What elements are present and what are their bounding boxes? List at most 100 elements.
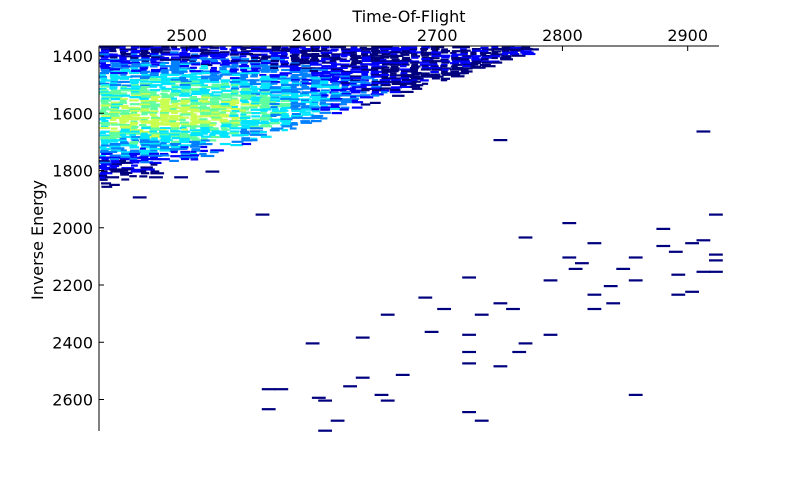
heatmap-cell [190,150,197,154]
heatmap-cell [351,70,365,74]
heatmap-cell [241,124,255,127]
heatmap-cell [219,88,226,91]
heatmap-cell [249,87,261,90]
heatmap-cell [231,65,242,68]
heatmap-cell [281,122,296,125]
heatmap-cell [139,156,149,159]
heatmap-cell [140,54,153,57]
heatmap-cell [190,101,204,104]
heatmap-cell [380,58,387,62]
heatmap-cell [100,104,111,107]
heatmap-cell [160,127,172,130]
heatmap-cell [179,139,191,142]
heatmap-cell [301,78,314,81]
heatmap-cell [130,170,141,173]
heatmap-cell [120,51,127,54]
heatmap-cell [371,67,385,70]
heatmap-cell [130,144,138,147]
heatmap-cell [259,94,268,97]
heatmap-cell [129,157,138,160]
heatmap-cell [141,121,153,124]
heatmap-cell [190,98,201,101]
heatmap-cell [151,63,164,67]
heatmap-cell [191,108,199,111]
heatmap-cell [301,117,315,120]
heatmap-cell [231,106,238,109]
heatmap-cell [141,157,154,161]
heatmap-cell [442,73,452,76]
sparse-cell [616,267,631,270]
heatmap-cell [149,142,163,146]
y-tick-label: 1800 [52,162,93,181]
heatmap-cell [310,76,318,79]
heatmap-cell [129,153,140,156]
heatmap-cell [441,48,448,51]
heatmap-cell [171,56,182,59]
heatmap-cell [130,120,138,123]
heatmap-cell [109,68,121,71]
heatmap-cell [229,111,237,114]
heatmap-cell [101,142,108,145]
heatmap-cell [180,126,187,129]
sparse-cell [685,290,699,293]
heatmap-cell [371,80,385,83]
heatmap-cell [321,65,336,68]
heatmap-cell [120,141,129,144]
heatmap-cell [230,93,238,96]
heatmap-cell [150,92,157,95]
heatmap-cell [230,66,237,69]
heatmap-cell [160,132,171,135]
heatmap-cell [150,110,159,113]
heatmap-cell [211,111,220,114]
heatmap-cell [189,60,196,63]
heatmap-cell [230,53,239,56]
heatmap-cell [111,63,120,66]
heatmap-cell [271,127,284,130]
heatmap-cell [311,49,322,53]
heatmap-cell [360,63,374,66]
heatmap-cell [361,74,369,77]
heatmap-cell [191,56,202,59]
heatmap-cell [340,65,353,68]
heatmap-cell [240,113,247,116]
heatmap-cell [251,89,258,92]
heatmap-cell [110,89,121,92]
heatmap-cell [190,50,204,53]
heatmap-cell [130,110,140,113]
heatmap-cell [99,131,106,135]
heatmap-cell [239,116,251,119]
heatmap-cell [151,56,165,59]
heatmap-cell [299,46,306,49]
heatmap-cell [260,80,272,83]
heatmap-cell [411,65,421,68]
heatmap-cell [380,87,394,90]
heatmap-cell [199,141,206,144]
heatmap-cell [139,87,147,90]
heatmap-cell [120,62,135,65]
heatmap-cell [161,94,174,97]
heatmap-cell [361,70,369,74]
sparse-cell [305,342,320,345]
heatmap-cell [100,130,115,133]
heatmap-cell [129,146,140,149]
heatmap-cell [200,84,208,87]
heatmap-cell [171,87,178,91]
heatmap-cell [329,56,341,59]
heatmap-cell [199,80,214,83]
heatmap-cell [340,77,354,80]
heatmap-cell [289,127,297,130]
heatmap-cell [230,60,244,63]
heatmap-cell [221,96,233,99]
heatmap-cell [221,101,235,104]
heatmap-cell [281,68,295,72]
heatmap-cell [301,91,314,94]
sparse-cell [696,239,711,242]
heatmap-cell [131,161,140,164]
heatmap-cell [360,103,371,106]
sparse-cell [606,302,621,305]
sparse-cell [261,408,276,411]
heatmap-cell [250,104,261,107]
heatmap-cell [440,65,448,68]
heatmap-cell [411,73,420,76]
heatmap-cell [190,110,204,113]
